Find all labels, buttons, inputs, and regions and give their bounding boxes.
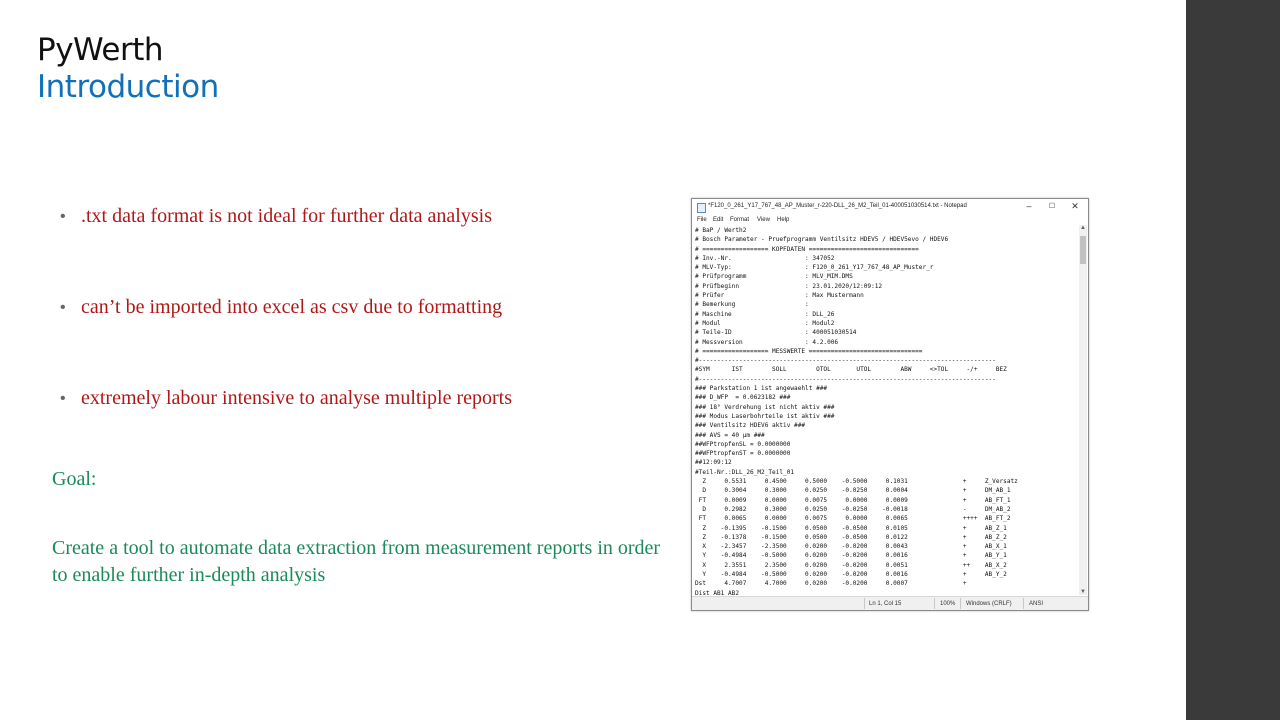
status-cursor-position: Ln 1, Col 15 <box>869 601 902 607</box>
bullet-dot-icon: • <box>60 208 66 225</box>
status-divider <box>934 598 935 609</box>
status-encoding: ANSI <box>1029 601 1044 607</box>
text-line: # Inv.-Nr. : 347052 <box>695 254 835 262</box>
text-line: #---------------------------------------… <box>695 375 996 383</box>
text-line: ### 18° Verdrehung ist nicht aktiv ### <box>695 403 835 411</box>
text-line: X 2.3551 2.3500 0.0200 -0.0200 0.0051 ++… <box>695 561 1007 569</box>
slide-right-bar <box>1186 0 1280 720</box>
slide-title: PyWerth <box>37 32 164 68</box>
text-line: # Prüfbeginn : 23.01.2020/12:09:12 <box>695 282 883 290</box>
status-line-ending: Windows (CRLF) <box>966 601 1012 607</box>
bullet-dot-icon: • <box>60 390 66 407</box>
text-line: # Messversion : 4.2.006 <box>695 338 839 346</box>
bullet-text: can’t be imported into excel as csv due … <box>81 296 503 318</box>
text-line: Dist_AB1_AB2 <box>695 589 740 595</box>
scroll-up-icon[interactable]: ▲ <box>1080 225 1086 231</box>
goal-text: Create a tool to automate data extractio… <box>52 537 661 586</box>
scroll-down-icon[interactable]: ▼ <box>1080 589 1086 595</box>
text-line: # Teile-ID : 400051030514 <box>695 329 857 337</box>
text-line: # Prüfer : Max Mustermann <box>695 292 864 300</box>
goal-label: Goal: <box>52 468 97 490</box>
bullet-item-3: • extremely labour intensive to analyse … <box>60 386 570 411</box>
text-line: # BaP / Werth2 <box>695 227 747 234</box>
status-divider <box>1023 598 1024 609</box>
text-line: Y -0.4984 -0.5000 0.0200 -0.0200 0.0016 … <box>695 552 1007 560</box>
text-line: FT 0.0009 0.0000 0.0075 0.0000 0.0009 + … <box>695 496 1011 504</box>
notepad-menubar: File Edit Format View Help <box>692 215 1088 225</box>
bullet-item-2: • can’t be imported into excel as csv du… <box>60 295 600 320</box>
text-line: ##WFPtropfenSL = 0.0000000 <box>695 440 791 448</box>
menu-format[interactable]: Format <box>730 217 750 223</box>
vertical-scrollbar[interactable]: ▲ ▼ <box>1079 225 1087 595</box>
menu-file[interactable]: File <box>697 217 707 223</box>
text-line: Dst 4.7007 4.7000 0.0200 -0.0200 0.0007 … <box>695 580 967 588</box>
text-line: ### Parkstation 1 ist angewaehlt ### <box>695 385 828 393</box>
bullet-dot-icon: • <box>60 299 66 316</box>
maximize-button[interactable]: ☐ <box>1048 203 1056 210</box>
bullet-text: .txt data format is not ideal for furthe… <box>81 205 492 227</box>
status-divider <box>960 598 961 609</box>
text-line: ### D_WFP = 0.0623182 ### <box>695 394 791 402</box>
slide-subtitle: Introduction <box>37 69 219 105</box>
scrollbar-thumb[interactable] <box>1080 236 1086 264</box>
text-line: ##12:09:12 <box>695 459 732 467</box>
text-line: # Bosch Parameter - Pruefprogramm Ventil… <box>695 236 949 244</box>
text-line: # MLV-Typ: : F120_0_261_Y17_767_48_AP_Mu… <box>695 264 934 272</box>
notepad-titlebar[interactable]: *F120_0_261_Y17_767_48_AP_Muster_r-220-D… <box>692 199 1088 215</box>
text-line: ### Ventilsitz HDEV6 aktiv ### <box>695 422 806 430</box>
notepad-status-bar: Ln 1, Col 15 100% Windows (CRLF) ANSI <box>692 596 1088 610</box>
text-line: D 0.3004 0.3000 0.0250 -0.0250 0.0004 + … <box>695 487 1011 495</box>
text-line: # ================== KOPFDATEN =========… <box>695 245 919 253</box>
text-line: #Teil-Nr.:DLL_26_M2_Teil_01 <box>695 468 795 476</box>
menu-view[interactable]: View <box>757 217 770 223</box>
bullet-item-1: • .txt data format is not ideal for furt… <box>60 204 600 229</box>
text-line: #SYM IST SOLL OTOL UTOL ABW <>TOL -/+ BE… <box>695 366 1007 374</box>
text-line: ### AVS = 40 µm ### <box>695 431 765 439</box>
text-line: X -2.3457 -2.3500 0.0200 -0.0200 0.0043 … <box>695 543 1007 551</box>
text-line: # Maschine : DLL_26 <box>695 310 835 318</box>
text-line: # ================== MESSWERTE =========… <box>695 347 923 355</box>
menu-edit[interactable]: Edit <box>713 217 724 223</box>
minimize-button[interactable]: – <box>1026 201 1032 211</box>
bullet-text: extremely labour intensive to analyse mu… <box>81 387 512 409</box>
text-line: Z -0.1395 -0.1500 0.0500 -0.0500 0.0105 … <box>695 524 1007 532</box>
notepad-app-icon <box>697 203 706 213</box>
status-divider <box>864 598 865 609</box>
text-line: # Prüfprogramm : MLV_MIM.DMS <box>695 273 853 281</box>
text-line: Z 0.5531 0.4500 0.5000 -0.5000 0.1031 + … <box>695 478 1018 486</box>
close-button[interactable]: ✕ <box>1071 201 1079 211</box>
text-line: ##WFPtropfenST = 0.0000000 <box>695 450 791 458</box>
text-line: FT 0.0065 0.0000 0.0075 0.0000 0.0065 ++… <box>695 515 1011 523</box>
status-zoom: 100% <box>940 601 956 607</box>
notepad-window-title: *F120_0_261_Y17_767_48_AP_Muster_r-220-D… <box>708 203 967 209</box>
text-line: D 0.2982 0.3000 0.0250 -0.0250 -0.0018 -… <box>695 505 1011 513</box>
text-line: Z -0.1378 -0.1500 0.0500 -0.0500 0.0122 … <box>695 533 1007 541</box>
text-line: # Bemerkung : <box>695 301 809 309</box>
text-line: Y -0.4984 -0.5000 0.0200 -0.0200 0.0016 … <box>695 570 1007 578</box>
notepad-window: *F120_0_261_Y17_767_48_AP_Muster_r-220-D… <box>691 198 1089 611</box>
text-line: ### Modus Laserbohrteile ist aktiv ### <box>695 412 835 420</box>
menu-help[interactable]: Help <box>777 217 790 223</box>
text-line: # Modul : Modul2 <box>695 319 835 327</box>
notepad-text-area[interactable]: # BaP / Werth2 # Bosch Parameter - Pruefp… <box>695 226 1075 595</box>
text-line: #---------------------------------------… <box>695 357 996 365</box>
